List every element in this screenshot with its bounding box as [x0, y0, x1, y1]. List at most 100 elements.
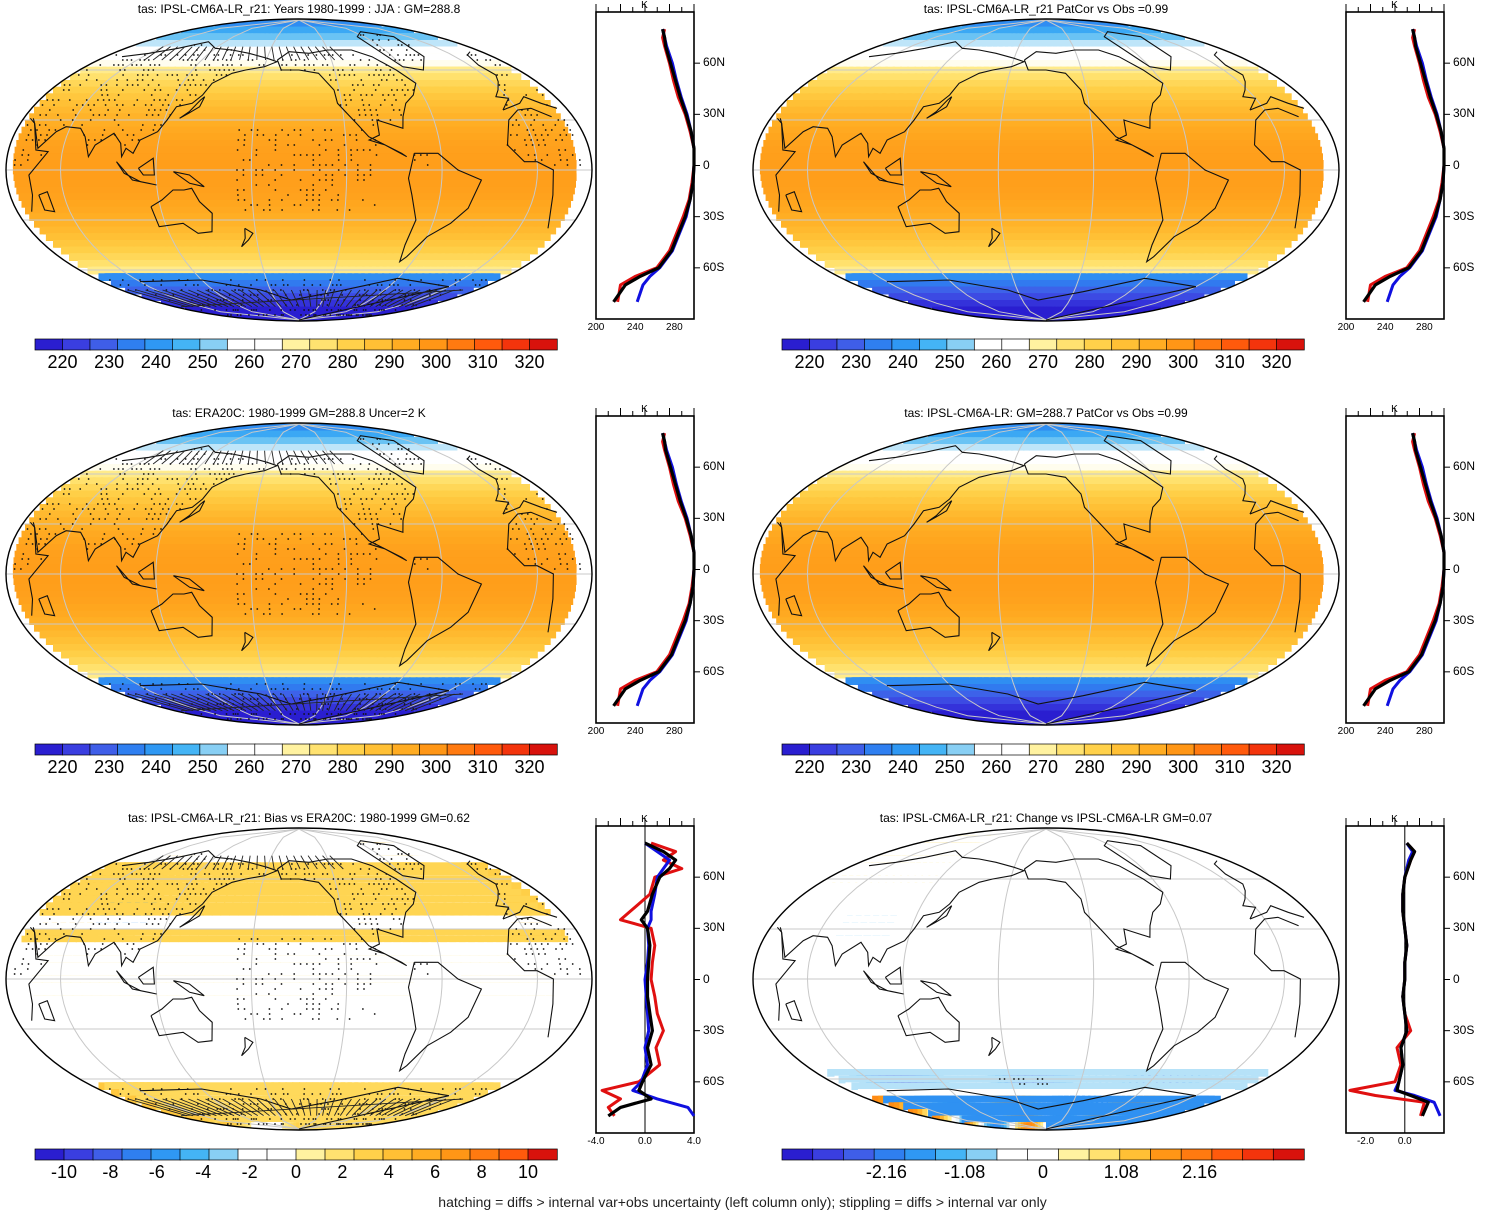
field-cell [479, 186, 489, 195]
field-cell [315, 240, 325, 248]
field-cell [1138, 133, 1150, 141]
field-cell [1126, 73, 1139, 81]
field-cell [518, 100, 534, 108]
stipple-dot [251, 59, 254, 61]
field-cell [848, 120, 856, 128]
stipple-dot [314, 314, 317, 316]
field-cell [983, 120, 993, 128]
field-cell [1046, 40, 1053, 48]
stipple-dot [394, 59, 397, 61]
field-cell [942, 146, 953, 155]
field-cell [242, 140, 253, 148]
field-cell [233, 246, 245, 255]
field-cell [289, 140, 300, 148]
field-cell [1181, 100, 1194, 108]
field-cell [1196, 113, 1209, 121]
field-cell [1105, 46, 1119, 55]
field-cell [1129, 133, 1141, 141]
field-cell [403, 173, 415, 181]
field-cell [213, 180, 225, 188]
field-cell [130, 280, 151, 288]
field-cell [1120, 33, 1143, 41]
stipple-dot [106, 94, 109, 96]
field-cell [356, 293, 360, 301]
stipple-dot [100, 139, 103, 141]
field-cell [864, 173, 876, 181]
stipple-dot [289, 309, 292, 311]
field-cell [417, 100, 430, 108]
zonal-unit: K [641, 0, 648, 11]
field-cell [1099, 80, 1111, 88]
field-cell [1096, 26, 1122, 35]
field-cell [498, 160, 510, 168]
field-cell [1120, 133, 1132, 141]
stipple-dot [229, 304, 232, 306]
stipple-dot [228, 69, 231, 71]
field-cell [233, 93, 241, 101]
field-cell [1281, 146, 1294, 155]
stipple-dot [236, 179, 239, 181]
field-cell [1165, 53, 1184, 61]
field-cell [189, 100, 197, 108]
field-cell [293, 313, 300, 321]
field-cell [43, 186, 56, 195]
field-cell [474, 206, 483, 215]
field-cell [350, 60, 363, 68]
stipple-dot [329, 314, 332, 316]
stipple-dot [160, 279, 163, 281]
field-cell [1303, 160, 1314, 168]
field-cell [1122, 66, 1135, 75]
field-cell [989, 140, 1000, 148]
field-cell [489, 233, 494, 241]
field-cell [1031, 20, 1047, 28]
stipple-dot [503, 89, 506, 91]
stipple-dot [331, 164, 334, 166]
stipple-dot [99, 64, 102, 66]
field-cell [1014, 26, 1022, 35]
field-cell [211, 253, 224, 261]
field-cell [145, 73, 148, 81]
field-cell [208, 53, 211, 61]
field-cell [1051, 26, 1059, 35]
field-cell [197, 240, 210, 248]
field-cell [448, 140, 461, 148]
field-cell [410, 206, 419, 215]
field-cell [1046, 20, 1118, 28]
field-cell [562, 146, 575, 155]
field-cell [1036, 140, 1047, 148]
field-cell [975, 20, 1047, 28]
field-cell [227, 120, 237, 128]
field-cell [449, 146, 462, 155]
stipple-dot [191, 74, 193, 76]
field-cell [812, 106, 818, 115]
stipple-dot [478, 284, 481, 286]
field-cell [343, 113, 354, 121]
field-cell [787, 133, 795, 141]
field-cell [370, 120, 383, 128]
field-cell [174, 66, 176, 75]
field-cell [199, 80, 205, 88]
field-cell [359, 233, 368, 241]
field-cell [1123, 60, 1137, 68]
field-cell [110, 220, 124, 228]
field-cell [1203, 133, 1216, 141]
hatch-line [290, 289, 300, 307]
field-cell [151, 93, 157, 101]
field-cell [157, 146, 168, 155]
stipple-dot [293, 129, 296, 131]
field-cell [382, 66, 395, 75]
field-cell [197, 100, 205, 108]
field-cell [1188, 60, 1207, 68]
stipple-dot [364, 114, 367, 116]
field-cell [167, 286, 186, 295]
stipple-dot [153, 109, 156, 111]
field-cell [551, 200, 559, 208]
stipple-dot [143, 89, 146, 91]
field-cell [327, 140, 338, 148]
field-cell [560, 200, 569, 208]
field-cell [1311, 153, 1323, 161]
field-cell [1301, 126, 1316, 135]
field-cell [1117, 53, 1132, 61]
stipple-dot [372, 124, 375, 126]
field-cell [871, 86, 875, 95]
